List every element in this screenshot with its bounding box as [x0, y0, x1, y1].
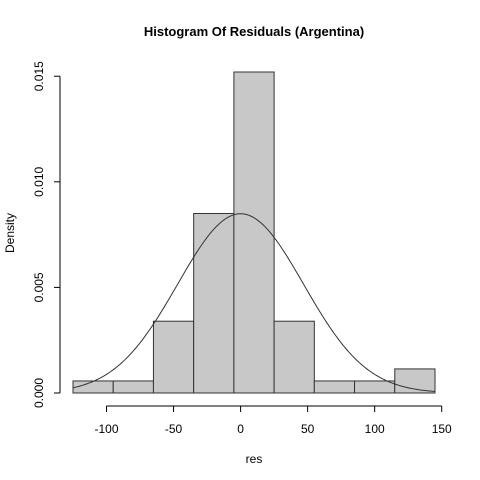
histogram-bar [313, 380, 356, 394]
histogram-bar [72, 380, 114, 394]
histogram-bar [233, 71, 275, 394]
y-tick-label: 0.005 [32, 272, 46, 302]
x-tick-label: 100 [365, 422, 385, 436]
y-tick-label: 0.010 [32, 166, 46, 196]
y-axis-label: Density [3, 213, 17, 253]
y-tick-label: 0.000 [32, 378, 46, 408]
histogram-bars [72, 71, 436, 394]
normal-density-curve [72, 213, 436, 392]
histogram-bar [354, 380, 396, 394]
chart-title: Histogram Of Residuals (Argentina) [144, 24, 364, 39]
x-tick-label: 0 [237, 422, 244, 436]
histogram-bar [193, 212, 235, 394]
histogram-bar [273, 320, 315, 394]
x-tick-label: -100 [95, 422, 119, 436]
histogram-bar [112, 380, 154, 394]
x-axis-label: res [246, 452, 263, 466]
y-tick-label: 0.015 [32, 61, 46, 91]
x-tick-label: 50 [301, 422, 315, 436]
x-axis: -100 -50 0 50 100 150 [95, 405, 452, 436]
histogram-bar [152, 320, 195, 394]
x-tick-label: 150 [432, 422, 452, 436]
y-axis: 0.000 0.005 0.010 0.015 [32, 61, 61, 408]
x-tick-label: -50 [165, 422, 183, 436]
